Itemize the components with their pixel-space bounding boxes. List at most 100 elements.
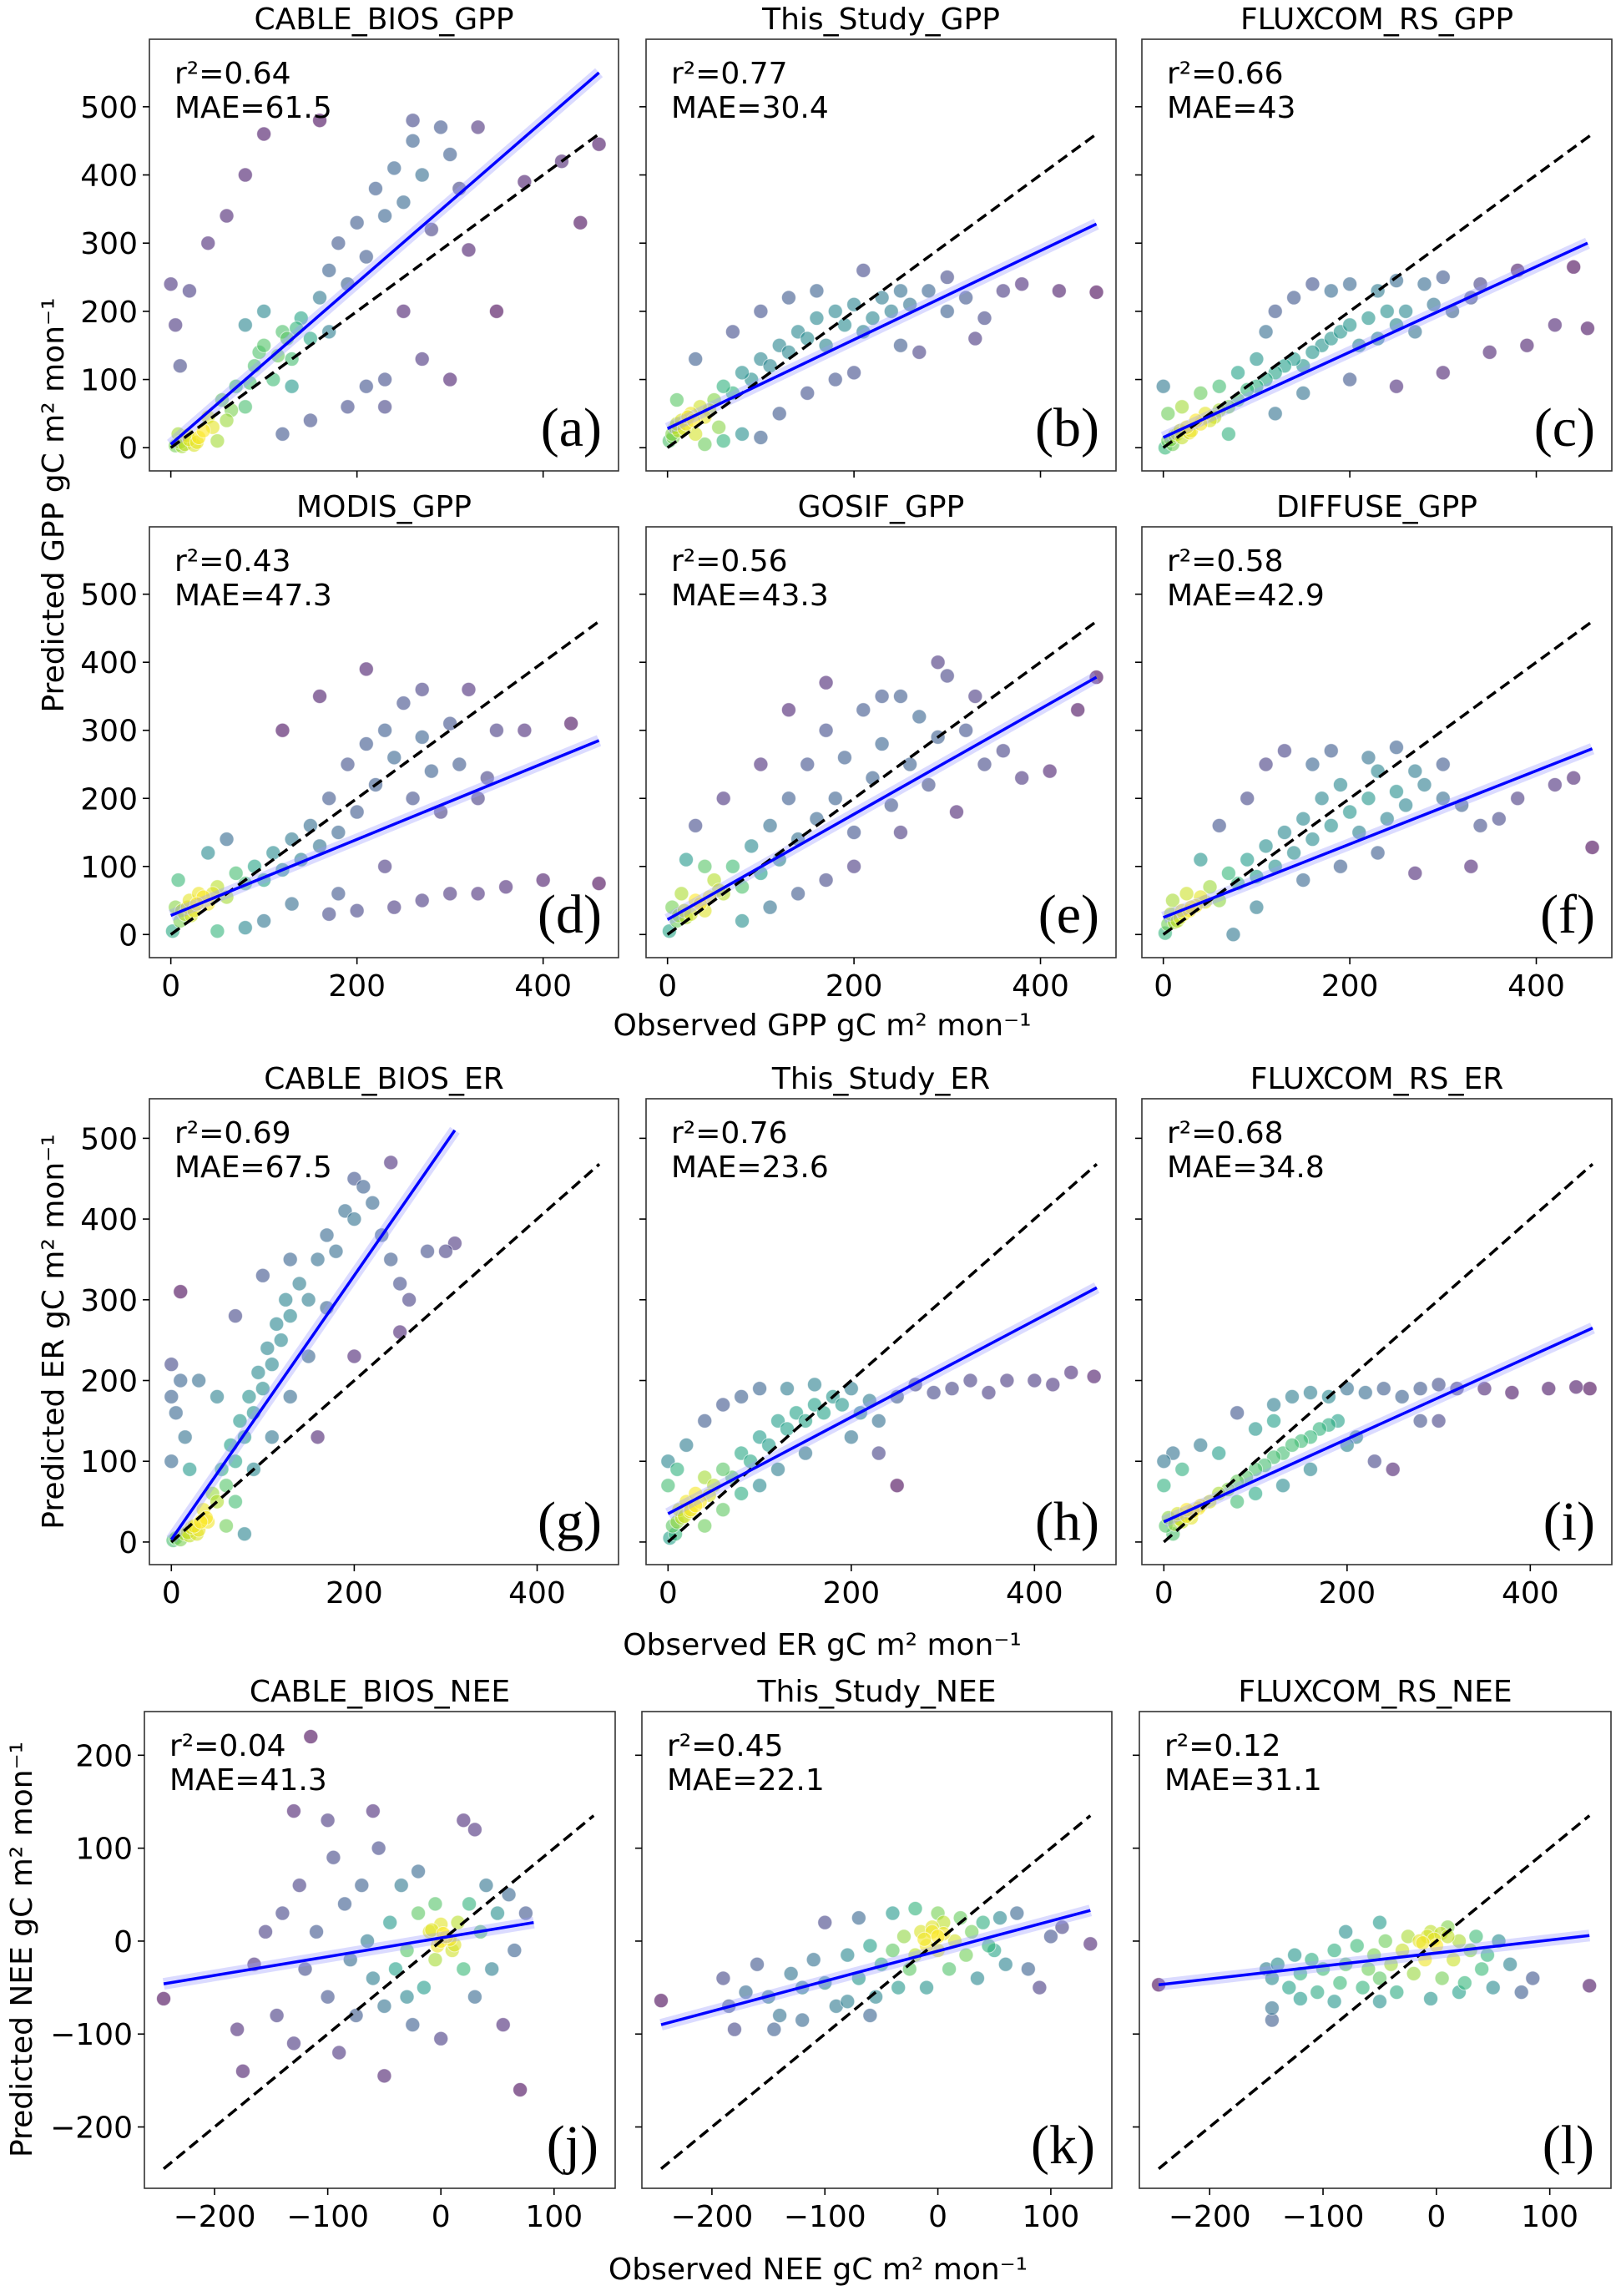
data-point [697, 437, 713, 453]
data-point [1338, 1924, 1354, 1939]
data-point [573, 215, 588, 230]
data-point [780, 702, 796, 718]
data-point [371, 1840, 386, 1856]
data-point [264, 1429, 280, 1445]
x-tick-label: −200 [174, 2200, 256, 2234]
data-point [300, 1348, 316, 1364]
data-point [762, 817, 778, 833]
identity-line [169, 133, 600, 449]
y-tick-label: 200 [80, 1365, 138, 1399]
data-point [461, 681, 477, 697]
r2-annotation: r²=0.58 [1167, 544, 1284, 579]
data-point [1568, 1379, 1584, 1395]
data-point [377, 722, 393, 738]
mae-annotation: MAE=43.3 [671, 579, 829, 613]
data-point [312, 290, 328, 306]
data-point [750, 1956, 765, 1972]
data-point [164, 1357, 179, 1373]
data-point [800, 385, 816, 401]
data-point [200, 235, 216, 251]
r2-annotation: r²=0.45 [667, 1729, 784, 1763]
data-point [688, 351, 704, 367]
axes-frame [144, 1711, 616, 2189]
regression-line [169, 739, 600, 918]
data-point [964, 1924, 980, 1939]
data-point [1435, 270, 1451, 286]
panel-title: FLUXCOM_RS_NEE [1238, 1675, 1512, 1709]
data-point [1240, 852, 1255, 867]
data-point [237, 167, 253, 183]
data-point [1302, 1461, 1318, 1477]
identity-line [170, 1163, 601, 1544]
data-point [1284, 1388, 1300, 1404]
plot-area [1151, 1814, 1598, 2170]
data-point [507, 1943, 523, 1959]
data-point [697, 1518, 713, 1534]
data-point [392, 1276, 408, 1292]
data-point [1389, 1985, 1405, 2000]
data-point [414, 729, 430, 745]
data-point [770, 1461, 786, 1477]
data-point [275, 426, 290, 442]
data-point [669, 1461, 685, 1477]
data-point [800, 756, 816, 772]
x-tick-label: 0 [659, 1576, 678, 1611]
data-point [302, 412, 318, 428]
er-y-axis-label: Predicted ER gC m² mon⁻¹ [37, 1134, 71, 1529]
data-point [715, 1397, 731, 1413]
data-point [738, 1985, 754, 2000]
data-point [462, 1896, 477, 1912]
data-point [1070, 702, 1086, 718]
regression-line [1158, 1934, 1590, 1986]
data-point [969, 1970, 985, 1986]
data-point [1582, 1978, 1598, 1994]
panel-title: This_Study_ER [771, 1062, 990, 1096]
data-point [1423, 1990, 1439, 2006]
r2-annotation: r²=0.43 [174, 544, 291, 579]
data-point [310, 1252, 326, 1267]
data-point [433, 119, 449, 135]
data-point [939, 303, 955, 319]
data-point [1258, 324, 1274, 340]
data-point [697, 1413, 713, 1429]
data-point [1371, 1970, 1387, 1986]
data-point [885, 1905, 901, 1921]
data-point [1225, 927, 1241, 943]
data-point [1249, 899, 1265, 915]
data-point [349, 215, 365, 230]
data-point [1377, 1933, 1393, 1949]
data-point [518, 1905, 533, 1921]
data-point [1332, 858, 1348, 874]
data-point [939, 270, 955, 286]
data-point [414, 351, 430, 367]
data-point [172, 358, 188, 374]
x-tick-label: 200 [826, 969, 883, 1004]
data-point [396, 303, 412, 319]
data-point [312, 688, 328, 704]
data-point [1314, 791, 1330, 807]
data-point [975, 1914, 991, 1930]
data-point [846, 858, 862, 874]
data-point [1582, 1381, 1598, 1397]
data-point [654, 1993, 669, 2009]
data-point [809, 283, 825, 299]
x-tick-label: 100 [1521, 2200, 1578, 2234]
data-point [1342, 372, 1358, 387]
data-point [1326, 1994, 1342, 2010]
data-point [1579, 321, 1595, 336]
data-point [856, 702, 871, 718]
data-point [1014, 770, 1030, 786]
data-point [827, 372, 843, 387]
axes-frame [641, 1711, 1113, 2189]
data-point [1230, 1405, 1245, 1421]
data-point [320, 1813, 336, 1828]
data-point [1295, 811, 1311, 827]
r2-annotation: r²=0.12 [1164, 1729, 1281, 1763]
panel-l: FLUXCOM_RS_NEE −200 −100 0 100 r²=0.12MAE=31.… [1133, 1675, 1612, 2234]
panel-letter: (i) [1543, 1491, 1595, 1552]
mae-annotation: MAE=34.8 [1167, 1151, 1325, 1185]
data-point [930, 1929, 946, 1945]
data-point [414, 167, 430, 183]
data-point [227, 1454, 243, 1469]
